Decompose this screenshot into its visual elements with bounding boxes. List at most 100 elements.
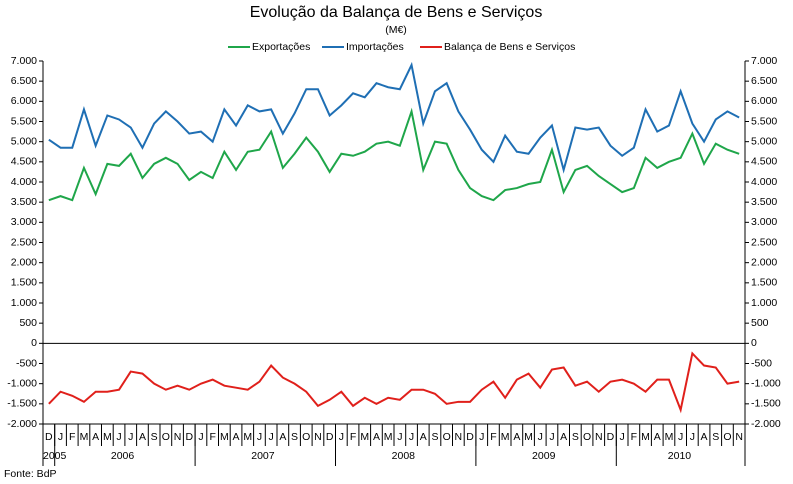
series-line bbox=[48, 61, 740, 174]
x-tick-label: F bbox=[490, 431, 496, 443]
y2-tick-label: 2.000 bbox=[751, 256, 777, 268]
y2-tick-label: 4.000 bbox=[751, 176, 777, 188]
y2-tick-label: 3.000 bbox=[751, 216, 777, 228]
y2-tick-label: -2.000 bbox=[751, 418, 781, 430]
x-tick-label: A bbox=[373, 431, 380, 443]
y-tick-label: 500 bbox=[19, 317, 37, 329]
x-tick-label: F bbox=[631, 431, 637, 443]
x-tick-label: D bbox=[185, 431, 193, 443]
year-label: 2007 bbox=[251, 450, 275, 462]
x-tick-label: O bbox=[302, 431, 310, 443]
y-tick-label: 2.500 bbox=[11, 236, 37, 248]
x-tick-label: M bbox=[103, 431, 112, 443]
x-tick-label: S bbox=[431, 431, 438, 443]
chart-title: Evolução da Balança de Bens e Serviços bbox=[250, 4, 543, 21]
y2-tick-label: -1.000 bbox=[751, 377, 781, 389]
x-tick-label: J bbox=[690, 431, 695, 443]
x-tick-label: M bbox=[665, 431, 674, 443]
x-tick-label: A bbox=[560, 431, 567, 443]
y-tick-label: 4.500 bbox=[11, 156, 37, 168]
y2-tick-label: 5.500 bbox=[751, 115, 777, 127]
y-tick-label: -2.000 bbox=[7, 418, 37, 430]
x-tick-label: D bbox=[326, 431, 334, 443]
x-tick-label: M bbox=[360, 431, 369, 443]
x-tick-label: M bbox=[80, 431, 89, 443]
y-tick-label: 0 bbox=[31, 337, 37, 349]
x-tick-label: A bbox=[279, 431, 286, 443]
x-tick-label: F bbox=[350, 431, 356, 443]
x-tick-label: M bbox=[384, 431, 393, 443]
y-tick-label: 5.500 bbox=[11, 115, 37, 127]
legend-label: Exportações bbox=[252, 41, 310, 53]
y2-tick-label: 1.000 bbox=[751, 297, 777, 309]
y-tick-label: 6.000 bbox=[11, 95, 37, 107]
x-tick-label: A bbox=[513, 431, 520, 443]
y2-tick-label: 2.500 bbox=[751, 236, 777, 248]
x-tick-label: O bbox=[443, 431, 451, 443]
series-line bbox=[48, 107, 740, 202]
x-tick-label: A bbox=[92, 431, 99, 443]
y-tick-label: 5.000 bbox=[11, 135, 37, 147]
y2-tick-label: 6.000 bbox=[751, 95, 777, 107]
y2-tick-label: 7.000 bbox=[751, 55, 777, 67]
x-tick-label: A bbox=[701, 431, 708, 443]
year-label: 2009 bbox=[532, 450, 556, 462]
x-tick-label: M bbox=[501, 431, 510, 443]
x-tick-label: J bbox=[128, 431, 133, 443]
y-tick-label: 1.500 bbox=[11, 277, 37, 289]
x-tick-label: S bbox=[712, 431, 719, 443]
source: Fonte: BdP bbox=[4, 468, 57, 480]
x-tick-label: F bbox=[209, 431, 215, 443]
x-tick-label: M bbox=[243, 431, 252, 443]
y-tick-label: -1.500 bbox=[7, 398, 37, 410]
x-tick-label: N bbox=[735, 431, 743, 443]
year-label: 2006 bbox=[111, 450, 135, 462]
x-tick-label: J bbox=[549, 431, 554, 443]
x-tick-label: J bbox=[479, 431, 484, 443]
x-tick-label: M bbox=[524, 431, 533, 443]
y-tick-label: 4.000 bbox=[11, 176, 37, 188]
y2-tick-label: 1.500 bbox=[751, 277, 777, 289]
y-tick-label: 6.500 bbox=[11, 75, 37, 87]
y2-tick-label: 4.500 bbox=[751, 156, 777, 168]
x-tick-label: J bbox=[678, 431, 683, 443]
legend-label: Balança de Bens e Serviços bbox=[444, 41, 575, 53]
x-tick-label: J bbox=[409, 431, 414, 443]
x-tick-label: J bbox=[538, 431, 543, 443]
series-line bbox=[48, 351, 740, 414]
x-tick-label: N bbox=[174, 431, 182, 443]
y2-tick-label: 3.500 bbox=[751, 196, 777, 208]
x-tick-label: O bbox=[723, 431, 731, 443]
x-tick-label: S bbox=[151, 431, 158, 443]
x-tick-label: D bbox=[607, 431, 615, 443]
y-tick-label: 3.000 bbox=[11, 216, 37, 228]
x-tick-label: J bbox=[620, 431, 625, 443]
x-tick-label: O bbox=[162, 431, 170, 443]
y-tick-label: 3.500 bbox=[11, 196, 37, 208]
x-tick-label: A bbox=[139, 431, 146, 443]
x-tick-label: J bbox=[397, 431, 402, 443]
chart-subtitle: (M€) bbox=[385, 24, 407, 36]
x-tick-label: J bbox=[116, 431, 121, 443]
x-tick-label: J bbox=[198, 431, 203, 443]
x-tick-label: A bbox=[420, 431, 427, 443]
y-tick-label: 7.000 bbox=[11, 55, 37, 67]
y2-tick-label: -500 bbox=[751, 357, 772, 369]
x-tick-label: J bbox=[339, 431, 344, 443]
y-tick-label: 2.000 bbox=[11, 256, 37, 268]
x-tick-label: S bbox=[572, 431, 579, 443]
x-tick-label: F bbox=[69, 431, 75, 443]
year-label: 2008 bbox=[392, 450, 416, 462]
year-label: 2010 bbox=[668, 450, 692, 462]
y2-tick-label: 500 bbox=[751, 317, 769, 329]
x-tick-label: N bbox=[455, 431, 463, 443]
x-tick-label: M bbox=[220, 431, 229, 443]
x-tick-label: O bbox=[583, 431, 591, 443]
x-tick-label: S bbox=[291, 431, 298, 443]
y-tick-label: 1.000 bbox=[11, 297, 37, 309]
x-tick-label: M bbox=[641, 431, 650, 443]
y2-tick-label: -1.500 bbox=[751, 398, 781, 410]
x-tick-label: J bbox=[58, 431, 63, 443]
x-tick-label: N bbox=[595, 431, 603, 443]
